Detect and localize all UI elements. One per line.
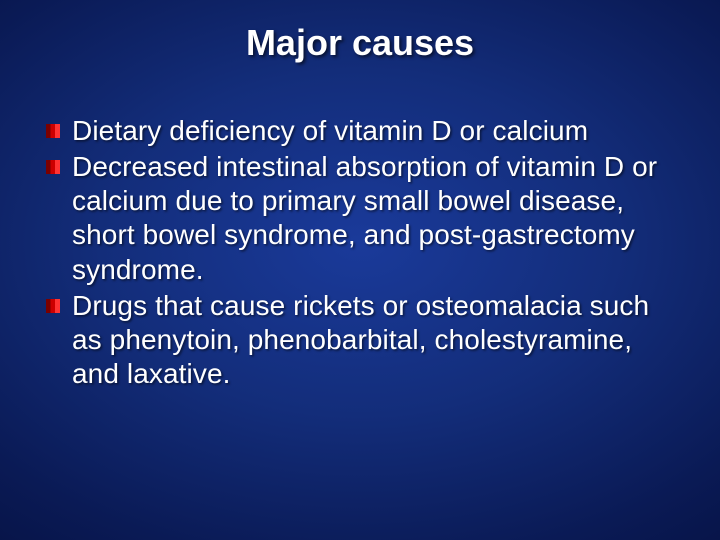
slide-title: Major causes (0, 0, 720, 114)
bullet-icon (46, 299, 60, 313)
bullet-icon (46, 124, 60, 138)
list-item: Dietary deficiency of vitamin D or calci… (46, 114, 670, 148)
bullet-icon (46, 160, 60, 174)
slide-content: Dietary deficiency of vitamin D or calci… (0, 114, 720, 391)
list-item: Drugs that cause rickets or osteomalacia… (46, 289, 670, 391)
bullet-text: Drugs that cause rickets or osteomalacia… (72, 289, 670, 391)
bullet-text: Decreased intestinal absorption of vitam… (72, 150, 670, 287)
list-item: Decreased intestinal absorption of vitam… (46, 150, 670, 287)
bullet-text: Dietary deficiency of vitamin D or calci… (72, 114, 588, 148)
